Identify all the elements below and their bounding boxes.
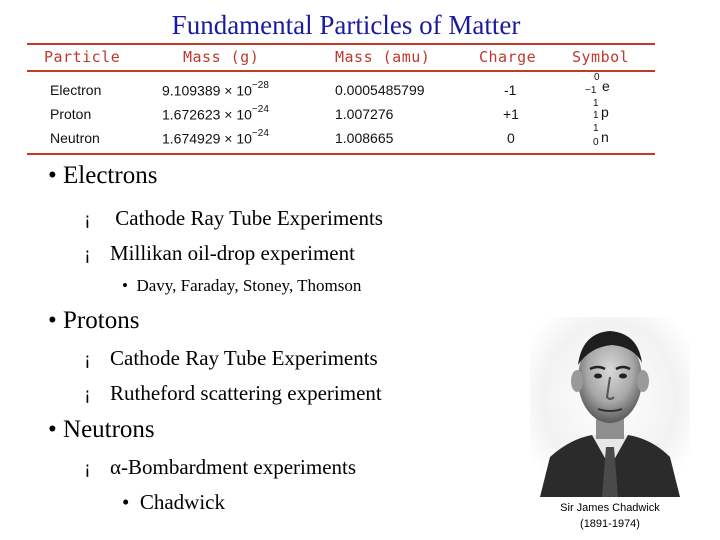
table-bottom-rule <box>27 153 655 155</box>
row-proton-charge: +1 <box>503 106 519 122</box>
bullet-electrons-item-1: ¡ Cathode Ray Tube Experiments <box>84 206 383 230</box>
bullet-neutrons: • Neutrons <box>48 416 155 443</box>
row-proton-mass-amu: 1.007276 <box>335 106 394 122</box>
header-mass-amu: Mass (amu) <box>335 48 431 66</box>
row-neutron-mass-g: 1.674929 × 10−24 <box>162 128 269 147</box>
row-electron-mass-g: 9.109389 × 10−28 <box>162 80 269 99</box>
header-symbol: Symbol <box>572 48 630 66</box>
table-header-rule <box>27 70 655 72</box>
row-proton-particle: Proton <box>50 106 92 122</box>
header-mass-g: Mass (g) <box>183 48 260 66</box>
proton-symbol: 1 1 p <box>593 98 609 121</box>
bullet-neutrons-sub: • Chadwick <box>122 490 226 514</box>
electron-symbol: 0 −1 e <box>585 72 610 96</box>
row-electron-charge: -1 <box>504 82 517 98</box>
bullet-electrons-item-2: ¡ Millikan oil-drop experiment <box>84 241 355 265</box>
row-neutron-particle: Neutron <box>50 130 100 146</box>
bullet-protons-item-2: ¡ Rutheford scattering experiment <box>84 381 382 405</box>
particle-table: Particle Mass (g) Mass (amu) Charge Symb… <box>27 43 655 155</box>
header-charge: Charge <box>479 48 537 66</box>
bullet-neutrons-item-1: ¡ α-Bombardment experiments <box>84 455 357 479</box>
portrait-caption-years: (1891-1974) <box>580 518 640 530</box>
header-particle: Particle <box>44 48 121 66</box>
chadwick-portrait <box>530 317 690 497</box>
bullet-protons-item-1: ¡ Cathode Ray Tube Experiments <box>84 346 378 370</box>
bullet-protons: • Protons <box>48 307 140 334</box>
row-proton-mass-g: 1.672623 × 10−24 <box>162 104 269 123</box>
row-electron-particle: Electron <box>50 82 102 98</box>
portrait-caption-name: Sir James Chadwick <box>560 502 660 514</box>
table-top-rule <box>27 43 655 45</box>
neutron-symbol: 1 0 n <box>593 123 609 148</box>
row-neutron-charge: 0 <box>507 130 515 146</box>
bullet-electrons-sub: • Davy, Faraday, Stoney, Thomson <box>122 276 362 295</box>
slide-title: Fundamental Particles of Matter <box>171 10 521 40</box>
row-neutron-mass-amu: 1.008665 <box>335 130 394 146</box>
row-electron-mass-amu: 0.0005485799 <box>335 82 425 98</box>
bullet-electrons: • Electrons <box>48 162 158 189</box>
